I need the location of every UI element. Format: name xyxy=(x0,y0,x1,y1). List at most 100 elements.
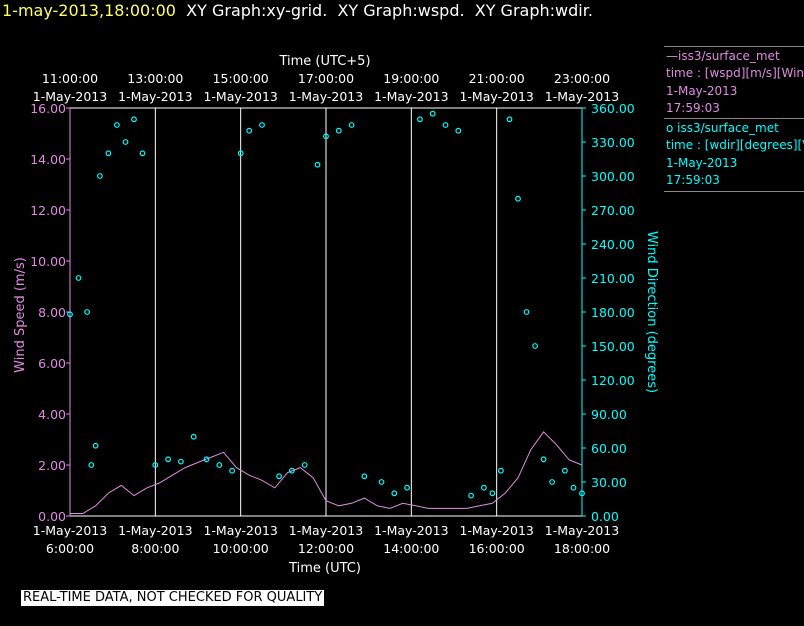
wind-direction-point xyxy=(75,275,82,281)
wind-direction-point xyxy=(417,116,423,123)
wind-speed-line xyxy=(70,431,583,514)
top-tick-label-date: 1-May-2013 xyxy=(459,89,533,104)
legend-entry-wspd-var: time : [wspd][m/s][Wind xyxy=(666,66,804,80)
wind-direction-point xyxy=(276,473,283,480)
left-axis-title: Wind Speed (m/s) xyxy=(13,257,28,373)
top-axis-title: Time (UTC+5) xyxy=(278,54,370,69)
wind-direction-point xyxy=(131,116,137,123)
quality-warning: REAL-TIME DATA, NOT CHECKED FOR QUALITY xyxy=(21,590,325,606)
y-tick-label-left: 0.00 xyxy=(38,509,66,524)
x-tick-label-date: 1-May-2013 xyxy=(118,523,192,538)
wind-direction-point xyxy=(314,161,321,168)
top-tick-label-time: 23:00:00 xyxy=(554,71,610,86)
y-tick-label-left: 6.00 xyxy=(38,356,66,371)
y-tick-label-right: 360.00 xyxy=(591,101,635,116)
y-tick-label-right: 270.00 xyxy=(591,203,635,218)
right-axis-title: Wind Direction (degrees) xyxy=(644,231,659,393)
x-tick-label-time: 8:00:00 xyxy=(131,541,179,556)
graph-title: 1-may-2013,18:00:00 XY Graph:xy-grid. XY… xyxy=(2,1,593,20)
y-tick-label-left: 4.00 xyxy=(38,407,66,422)
legend-divider xyxy=(664,191,804,192)
x-tick-label-time: 10:00:00 xyxy=(213,541,269,556)
bottom-axis-title: Time (UTC) xyxy=(288,561,361,576)
wind-direction-point xyxy=(404,484,411,491)
y-tick-label-right: 180.00 xyxy=(591,305,635,320)
y-tick-label-right: 0.00 xyxy=(591,509,619,524)
wind-direction-point xyxy=(579,490,585,497)
top-tick-label-date: 1-May-2013 xyxy=(118,89,192,104)
y-tick-label-right: 330.00 xyxy=(591,135,635,150)
x-tick-label-time: 18:00:00 xyxy=(554,541,610,556)
wind-direction-point xyxy=(190,433,197,440)
x-tick-label-date: 1-May-2013 xyxy=(33,523,107,538)
top-tick-label-date: 1-May-2013 xyxy=(203,89,277,104)
wind-direction-point xyxy=(237,150,244,157)
y-tick-label-left: 8.00 xyxy=(38,305,66,320)
y-tick-label-right: 210.00 xyxy=(591,271,635,286)
tick-labels: 1-May-2013 6:00:00 1-May-2013 8:00:00 1-May-… xyxy=(30,71,635,556)
top-tick-label-time: 17:00:00 xyxy=(298,71,354,86)
x-tick-label-date: 1-May-2013 xyxy=(203,523,277,538)
top-tick-label-time: 13:00:00 xyxy=(127,71,183,86)
wind-direction-point xyxy=(515,195,521,202)
y-tick-label-right: 60.00 xyxy=(591,441,627,456)
wind-direction-point xyxy=(92,442,99,449)
top-tick-label-time: 11:00:00 xyxy=(42,71,98,86)
y-tick-label-right: 90.00 xyxy=(591,407,627,422)
x-tick-label-time: 6:00:00 xyxy=(46,541,94,556)
wind-direction-point xyxy=(442,122,449,128)
wind-direction-point xyxy=(216,462,223,468)
wind-direction-point xyxy=(152,462,159,468)
wind-direction-point xyxy=(246,127,253,134)
series-wind-direction xyxy=(67,110,585,499)
wind-direction-point xyxy=(532,343,538,349)
top-tick-label-time: 15:00:00 xyxy=(213,71,269,86)
wind-direction-point xyxy=(523,309,530,315)
top-tick-label-date: 1-May-2013 xyxy=(545,89,619,104)
y-tick-label-right: 30.00 xyxy=(591,475,627,490)
wind-direction-point xyxy=(361,473,368,480)
wind-direction-point xyxy=(378,479,385,485)
x-tick-label-date: 1-May-2013 xyxy=(289,523,363,538)
y-tick-label-right: 240.00 xyxy=(591,237,635,252)
wind-direction-point xyxy=(540,456,547,463)
grid-lines xyxy=(154,108,498,516)
axes xyxy=(66,107,586,517)
legend-entry-wdir-var: time : [wdir][degrees][V xyxy=(666,138,804,152)
title-graph-names: XY Graph:xy-grid. XY Graph:wspd. XY Grap… xyxy=(186,1,593,20)
wind-direction-point xyxy=(429,110,436,117)
x-tick-label-date: 1-May-2013 xyxy=(545,523,619,538)
wind-direction-point xyxy=(489,490,496,497)
wind-direction-point xyxy=(391,490,398,497)
wind-direction-point xyxy=(229,467,236,474)
legend-circle-marker: o xyxy=(666,121,678,135)
wind-direction-point xyxy=(177,458,184,465)
wind-direction-point xyxy=(113,122,120,128)
x-tick-label-time: 14:00:00 xyxy=(383,541,439,556)
wind-direction-point xyxy=(570,484,577,491)
wind-direction-point xyxy=(88,462,95,468)
wind-direction-point xyxy=(481,484,487,491)
y-tick-label-left: 2.00 xyxy=(38,458,66,473)
wind-direction-point xyxy=(96,173,103,179)
legend: —iss3/surface_met time : [wspd][m/s][Win… xyxy=(664,46,804,194)
wind-direction-point xyxy=(348,122,355,128)
legend-entry-wdir-name: o iss3/surface_met xyxy=(666,121,779,135)
y-tick-label-left: 14.00 xyxy=(30,152,66,167)
y-tick-label-left: 16.00 xyxy=(30,101,66,116)
legend-divider xyxy=(664,46,804,47)
wind-direction-point xyxy=(139,150,146,157)
y-tick-label-right: 120.00 xyxy=(591,373,635,388)
top-tick-label-date: 1-May-2013 xyxy=(289,89,363,104)
wind-direction-point xyxy=(468,492,475,499)
legend-entry-wspd-name: —iss3/surface_met xyxy=(666,49,780,63)
wind-direction-point xyxy=(203,456,210,463)
y-tick-label-right: 150.00 xyxy=(591,339,635,354)
top-tick-label-time: 19:00:00 xyxy=(383,71,439,86)
wind-direction-point xyxy=(122,139,129,145)
series-wind-speed xyxy=(70,431,583,514)
x-tick-label-date: 1-May-2013 xyxy=(459,523,533,538)
legend-line-marker: — xyxy=(666,49,678,63)
